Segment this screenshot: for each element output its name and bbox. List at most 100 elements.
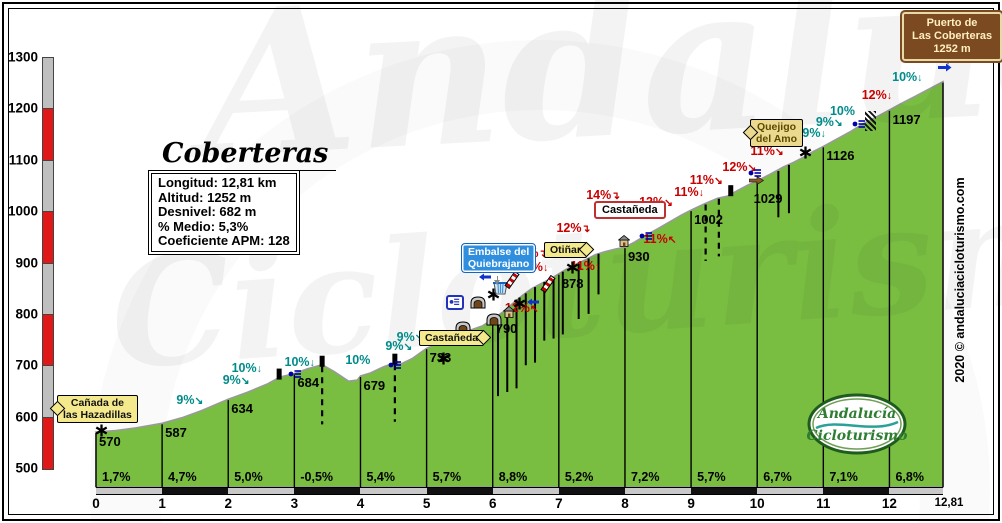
stat-avg-grade: % Medio: 5,3%	[158, 218, 249, 234]
segment-gradient-label: 5,2%	[564, 470, 594, 484]
logo-line-1: Andalucía	[816, 406, 896, 422]
hiker-marker	[513, 297, 526, 310]
gradient-callout-9pct: 9%↘	[222, 373, 250, 388]
copyright-credit: 2020 © andaluciacicloturismo.com	[953, 177, 967, 383]
crest-marker	[276, 368, 282, 380]
y-axis-tick-label: 600	[15, 409, 38, 425]
km-strip-segment	[558, 487, 625, 495]
direction-arrow-icon	[748, 175, 765, 186]
crest-marker	[392, 353, 398, 365]
crest-marker	[319, 355, 325, 367]
gradient-callout-14pct: 14%↴	[586, 188, 621, 203]
altitude-scale-segment	[42, 416, 54, 470]
sign-text-line: las Hazadillas	[63, 409, 132, 421]
andalucia-cicloturismo-logo: Andalucía Cicloturismo	[806, 392, 908, 461]
segment-gradient-label: 5,0%	[234, 470, 263, 484]
x-axis-tick-label: 3	[290, 496, 299, 511]
sign-castaneda-1: Castañeda	[419, 329, 492, 346]
altitude-value-label: 1002	[694, 212, 723, 228]
crest-marker	[728, 185, 734, 197]
gradient-callout-10pct: 10%	[829, 104, 855, 119]
x-axis-tick-label: 1	[158, 496, 166, 511]
segment-gradient-label: 7,2%	[630, 470, 660, 484]
gradient-callout-11pct: 11%↓	[674, 185, 704, 200]
sign-text-line: Las Coberteras	[912, 30, 993, 42]
y-axis-tick-label: 1000	[7, 203, 38, 219]
x-axis-tick-label: 12	[881, 496, 897, 511]
sign-pointer-arrow	[494, 276, 500, 285]
segment-gradient-label: 6,7%	[763, 470, 792, 484]
x-axis-tick-label: 6	[488, 496, 497, 511]
x-axis-tick-label: 8	[621, 496, 629, 511]
waypoint-flag-icon	[527, 298, 539, 306]
altitude-value-label: 1126	[826, 148, 855, 164]
tunnel-icon	[470, 296, 486, 309]
logo-line-2: Cicloturismo	[806, 428, 907, 444]
sign-castaneda-2: Castañeda	[594, 201, 666, 219]
x-axis-tick-label: 10	[749, 496, 765, 511]
inner-frame	[8, 8, 994, 515]
sign-embalse-del-quiebrajano: Embalse del Quiebrajano	[461, 243, 537, 273]
km-strip-segment	[492, 487, 559, 495]
km-strip-segment	[294, 487, 361, 495]
km-strip-segment	[228, 487, 295, 495]
gradient-callout-10pct: 10%↓	[892, 69, 923, 84]
segment-gradient-label: 5,4%	[366, 470, 395, 484]
cyclist-icon	[748, 168, 762, 178]
segment-gradient-label: 5,7%	[432, 470, 462, 484]
gradient-callout-9pct: 9%↘	[385, 339, 413, 354]
gradient-callout-10pct: 10%↓	[284, 355, 315, 370]
altitude-value-label: 587	[165, 425, 187, 441]
y-axis-tick-label: 1300	[7, 49, 38, 65]
km-strip-segment	[691, 487, 758, 495]
gradient-callout-11pct: 11%↘	[750, 143, 784, 158]
segment-gradient-label: 5,7%	[697, 470, 726, 484]
trail-star-marker	[95, 424, 108, 437]
sign-puerto-de-las-coberteras: Puerto de Las Coberteras 1252 m	[902, 12, 1002, 61]
y-axis-tick-label: 500	[15, 460, 38, 476]
altitude-scale-segment	[42, 108, 54, 161]
altitude-scale-segment	[42, 211, 54, 264]
y-axis-tick-label: 700	[15, 357, 38, 373]
sign-canada-de-las-hazadillas: Cañada de las Hazadillas	[49, 395, 138, 423]
segment-gradient-label: 4,7%	[168, 470, 197, 484]
dam-icon	[492, 282, 509, 295]
km-strip-segment	[162, 487, 229, 495]
altitude-scale-segment	[42, 365, 54, 418]
gradient-callout-12pct: 12%↘	[722, 160, 757, 175]
segment-gradient-label: 8,8%	[498, 470, 528, 484]
sign-text-line: Embalse del	[468, 246, 530, 258]
y-axis-tick-label: 1200	[7, 100, 38, 116]
stat-gain: Desnivel: 682 m	[158, 204, 257, 219]
climb-title: Coberteras	[158, 138, 337, 171]
gradient-callout-9pct: 9%↘	[815, 115, 843, 130]
sign-text-line: Otiñar	[550, 244, 581, 256]
sign-text-line: Castañeda	[425, 332, 479, 344]
altitude-scale-segment	[42, 57, 54, 110]
cyclist-icon	[852, 119, 866, 129]
trail-star-marker	[566, 261, 579, 274]
tunnel-icon	[486, 313, 502, 326]
altitude-scale-segment	[42, 313, 54, 367]
cyclist-sign-icon	[446, 295, 464, 310]
altitude-scale-segment	[42, 159, 54, 213]
altitude-value-label: 684	[297, 375, 320, 391]
sign-text-line: del Amo	[756, 133, 798, 145]
cyclist-icon	[288, 369, 302, 379]
altitude-value-label: 878	[561, 275, 584, 291]
altitude-value-label: 679	[363, 378, 386, 394]
gradient-callout-10pct: 10%↓	[231, 361, 262, 376]
x-axis-tick-label: 0	[92, 496, 100, 511]
cyclist-icon	[639, 231, 653, 241]
sign-text-line: Quejigo	[756, 121, 797, 133]
y-axis-tick-label: 800	[15, 306, 38, 322]
gradient-callout-11pct: 11%↘	[689, 173, 723, 188]
sign-quejigo-del-amo: Quejigo del Amo	[742, 119, 804, 147]
x-axis-tick-label: 11	[816, 496, 831, 511]
climb-stats-box: Longitud: 12,81 km Altitud: 1252 m Desni…	[148, 170, 300, 255]
trail-star-marker	[799, 146, 812, 159]
cyclist-icon	[388, 360, 402, 370]
sign-text-line: Cañada de	[70, 397, 124, 409]
